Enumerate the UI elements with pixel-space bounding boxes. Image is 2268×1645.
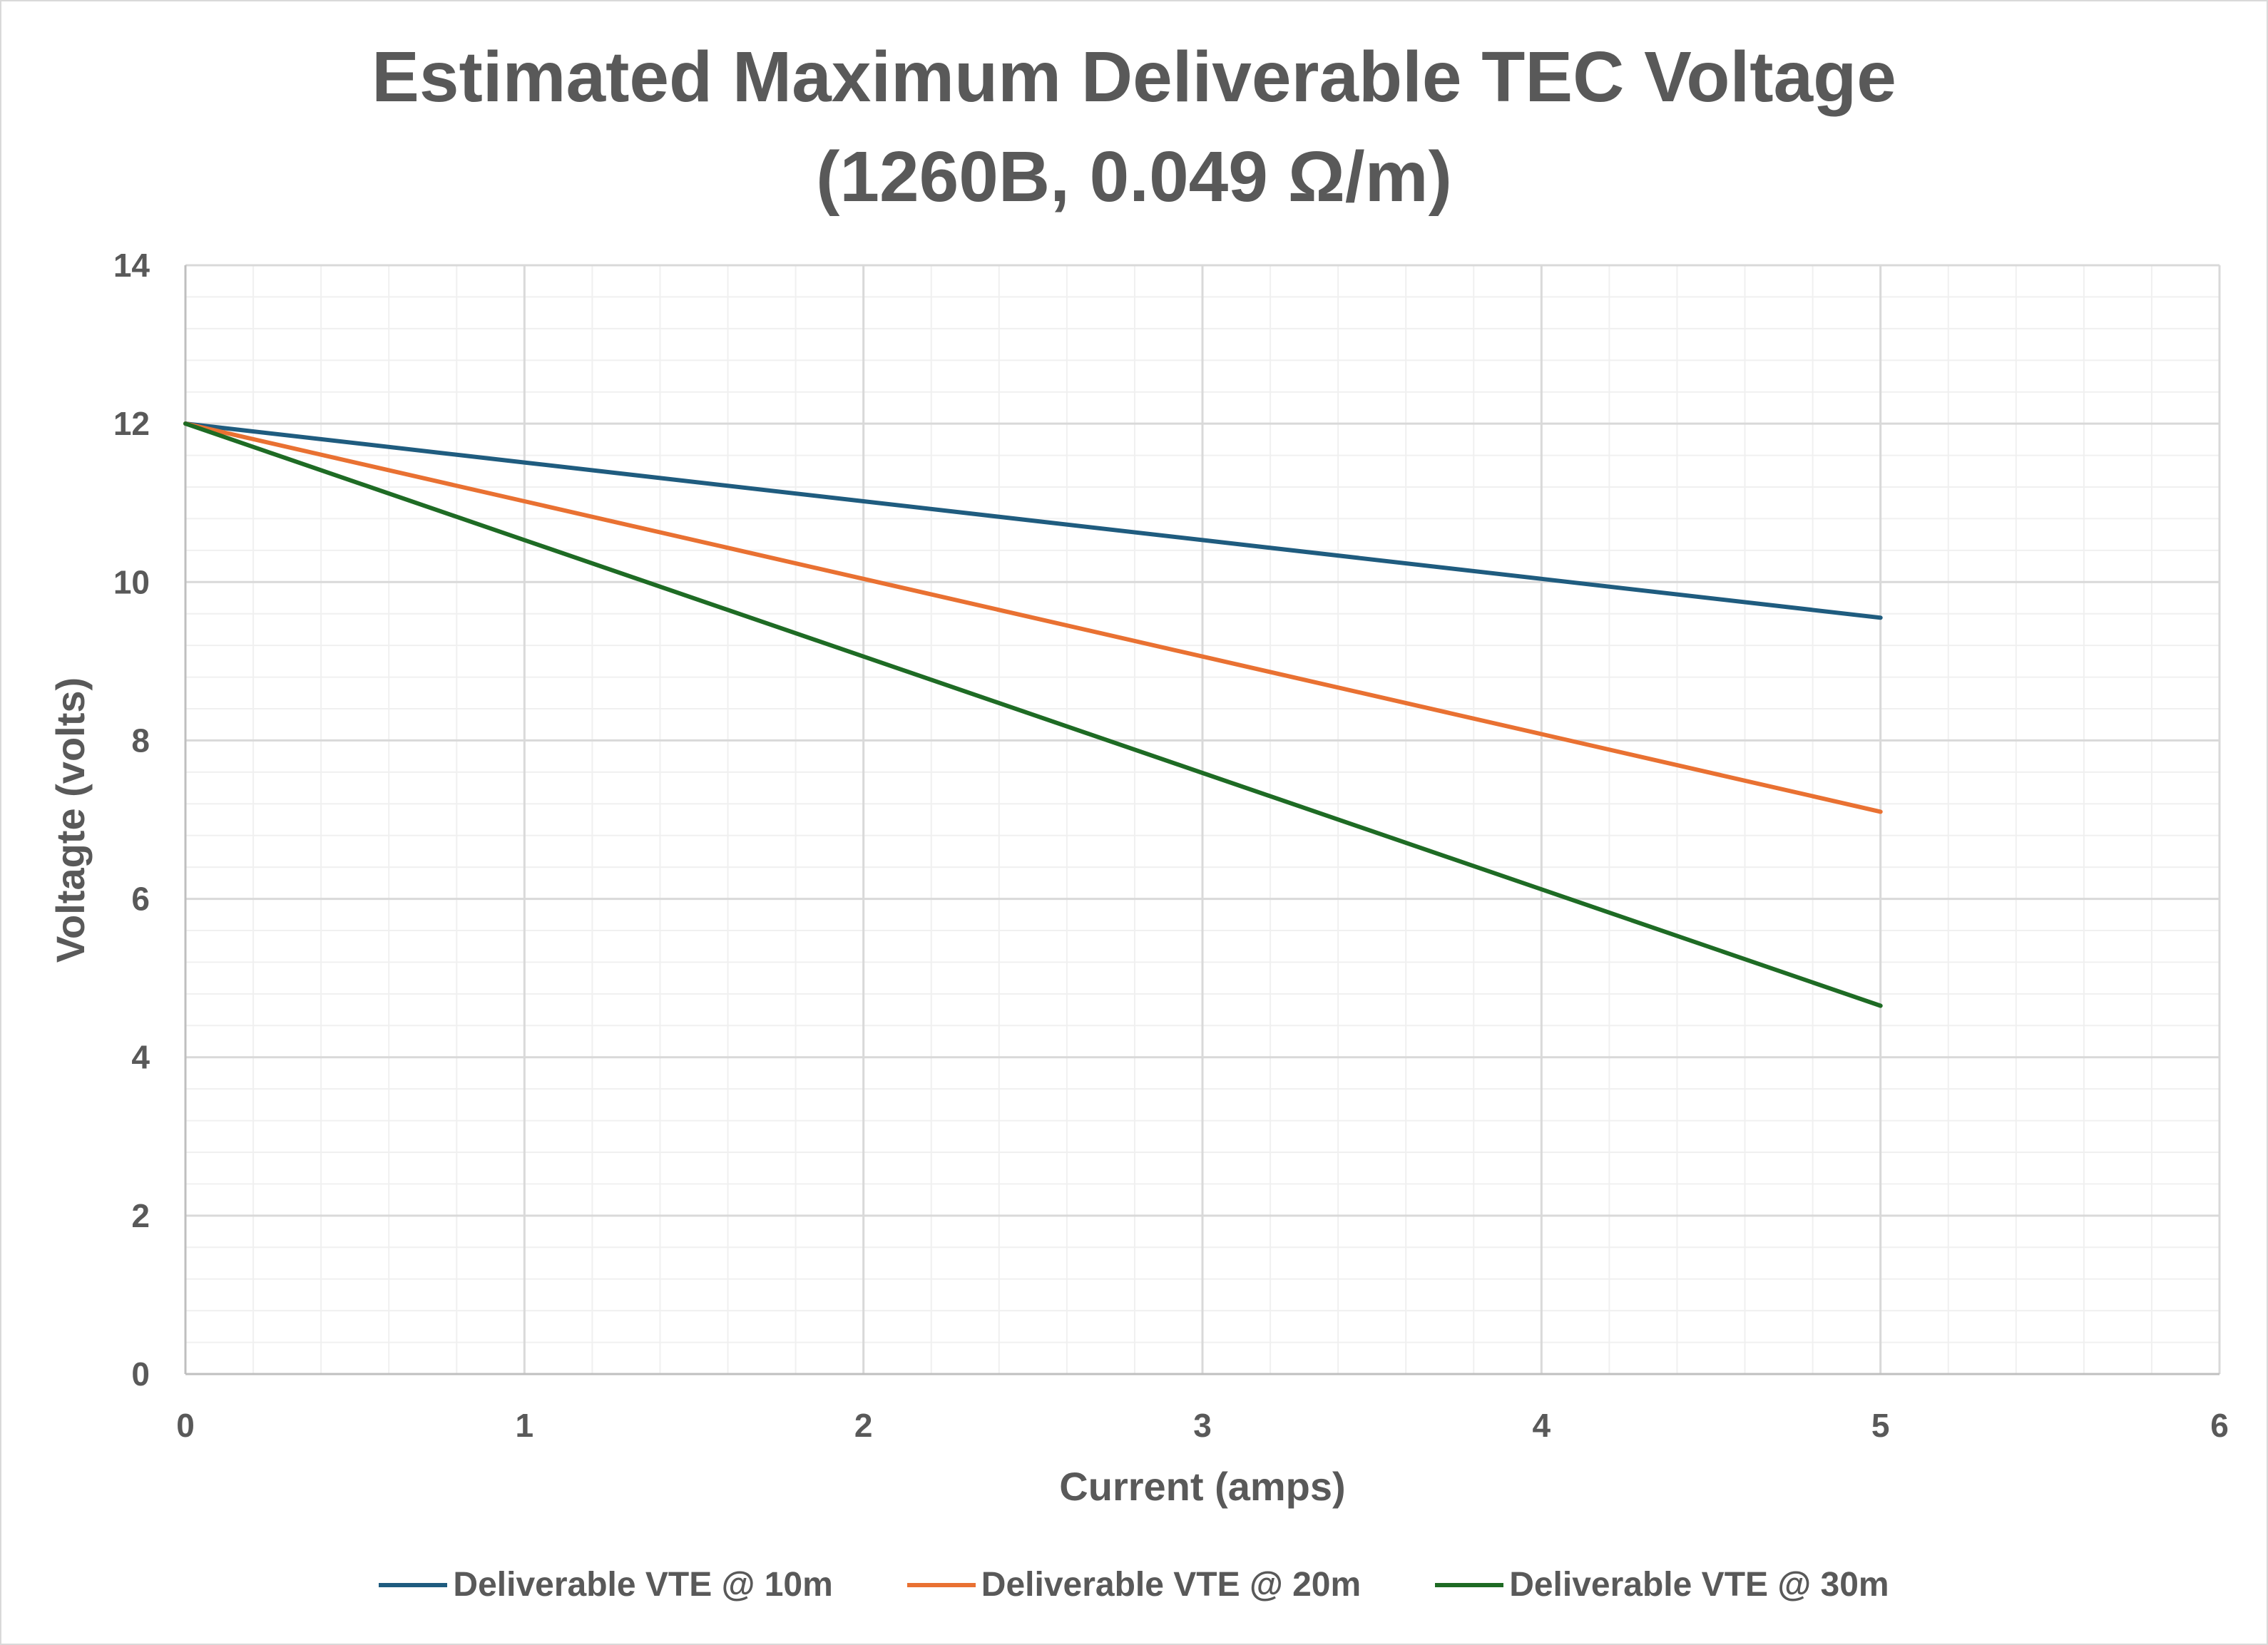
major-gridlines (185, 264, 2221, 1374)
legend-swatch (379, 1582, 448, 1587)
y-tick-label: 12 (113, 405, 150, 442)
x-axis-title: Current (amps) (1059, 1464, 1345, 1509)
legend-item-3: Deliverable VTE @ 30m (1435, 1565, 1889, 1604)
x-tick-labels: 0 1 2 3 4 5 6 (176, 1407, 2229, 1444)
legend-item-2: Deliverable VTE @ 20m (906, 1565, 1362, 1604)
chart-title: Estimated Maximum Deliverable TEC Voltag… (372, 37, 1896, 117)
legend-swatch (906, 1582, 976, 1587)
legend-item-1: Deliverable VTE @ 10m (379, 1565, 833, 1604)
x-tick-label: 2 (854, 1407, 873, 1444)
series-line-1 (183, 421, 1883, 620)
legend: Deliverable VTE @ 10m Deliverable VTE @ 2… (0, 1565, 2268, 1604)
legend-label: Deliverable VTE @ 20m (981, 1566, 1362, 1604)
x-tick-label: 6 (2210, 1407, 2229, 1444)
legend-label: Deliverable VTE @ 30m (1509, 1566, 1889, 1604)
y-tick-label: 2 (131, 1197, 150, 1234)
y-tick-label: 0 (131, 1356, 150, 1393)
series-lines (183, 421, 1883, 1008)
x-tick-label: 5 (1871, 1407, 1890, 1444)
y-tick-labels: 0 2 4 6 8 10 12 14 (113, 247, 150, 1393)
axes (184, 265, 2220, 1375)
x-tick-label: 1 (516, 1407, 534, 1444)
y-tick-label: 8 (131, 722, 150, 759)
series-line-3 (183, 421, 1883, 1008)
x-tick-label: 0 (176, 1407, 195, 1444)
y-tick-label: 10 (113, 563, 150, 600)
y-tick-label: 4 (131, 1039, 150, 1076)
series-line-2 (183, 421, 1883, 814)
y-axis-title: Voltagte (volts) (48, 677, 93, 963)
x-tick-label: 3 (1193, 1407, 1212, 1444)
y-tick-label: 6 (131, 881, 150, 918)
chart-subtitle: (1260B, 0.049 Ω/m) (816, 137, 1452, 217)
y-tick-label: 14 (113, 247, 150, 284)
x-tick-label: 4 (1533, 1407, 1551, 1444)
legend-swatch (1435, 1582, 1504, 1587)
legend-label: Deliverable VTE @ 10m (453, 1566, 833, 1604)
